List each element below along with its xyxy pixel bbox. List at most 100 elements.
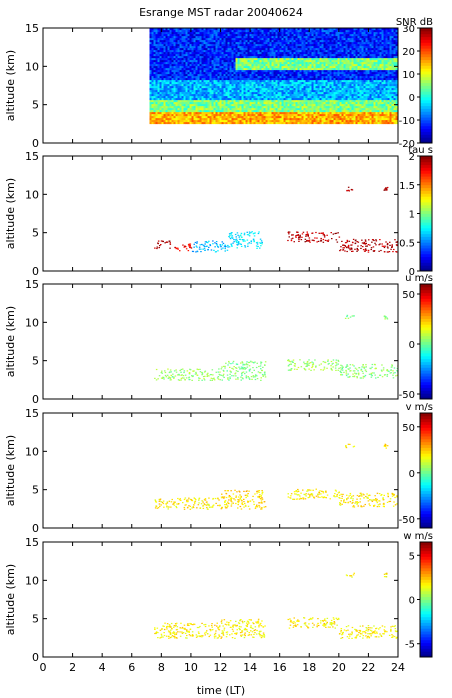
snr-cell xyxy=(227,99,230,103)
snr-cell xyxy=(217,67,220,71)
snr-cell xyxy=(221,71,224,75)
snr-cell xyxy=(287,71,290,75)
snr-cell xyxy=(261,53,264,57)
snr-cell xyxy=(367,61,370,65)
snr-cell xyxy=(207,61,210,65)
snr-cell xyxy=(355,83,358,87)
snr-cell xyxy=(245,91,248,95)
snr-cell xyxy=(259,71,262,75)
snr-cell xyxy=(249,101,252,105)
snr-cell xyxy=(305,59,308,63)
snr-cell xyxy=(217,83,220,87)
snr-cell xyxy=(369,73,372,77)
snr-cell xyxy=(185,71,188,75)
snr-cell xyxy=(383,63,386,67)
snr-cell xyxy=(191,107,194,111)
snr-cell xyxy=(253,77,256,81)
snr-cell xyxy=(267,117,270,121)
snr-cell xyxy=(193,83,196,87)
snr-cell xyxy=(181,49,184,53)
snr-cell xyxy=(183,73,186,77)
snr-cell xyxy=(351,89,354,93)
snr-cell xyxy=(307,119,310,123)
snr-cell xyxy=(287,113,290,117)
snr-cell xyxy=(281,115,284,119)
snr-cell xyxy=(271,97,274,101)
snr-cell xyxy=(301,81,304,85)
snr-cell xyxy=(181,43,184,47)
snr-cell xyxy=(351,85,354,89)
snr-cell xyxy=(169,85,172,89)
snr-cell xyxy=(213,91,216,95)
snr-cell xyxy=(331,43,334,47)
snr-cell xyxy=(339,51,342,55)
snr-cell xyxy=(269,117,272,121)
snr-cell xyxy=(283,57,286,61)
snr-cell xyxy=(311,117,314,121)
snr-cell xyxy=(219,109,222,113)
snr-cell xyxy=(177,65,180,69)
snr-cell xyxy=(225,91,228,95)
snr-cell xyxy=(255,103,258,107)
snr-cell xyxy=(239,71,242,75)
snr-cell xyxy=(367,63,370,67)
snr-cell xyxy=(163,63,166,67)
snr-cell xyxy=(271,87,274,91)
snr-cell xyxy=(349,91,352,95)
snr-cell xyxy=(185,43,188,47)
snr-cell xyxy=(257,65,260,69)
snr-cell xyxy=(325,65,328,69)
snr-cell xyxy=(307,55,310,59)
snr-cell xyxy=(343,115,346,119)
snr-cell xyxy=(187,81,190,85)
snr-cell xyxy=(347,65,350,69)
snr-cell xyxy=(211,45,214,49)
snr-cell xyxy=(307,75,310,79)
snr-cell xyxy=(231,61,234,65)
snr-cell xyxy=(241,45,244,49)
snr-cell xyxy=(391,61,394,65)
snr-cell xyxy=(257,47,260,51)
snr-cell xyxy=(257,105,260,109)
snr-cell xyxy=(195,53,198,57)
snr-cell xyxy=(347,117,350,121)
snr-cell xyxy=(301,117,304,121)
snr-cell xyxy=(297,107,300,111)
snr-cell xyxy=(279,63,282,67)
snr-cell xyxy=(151,85,154,89)
snr-cell xyxy=(175,87,178,91)
snr-cell xyxy=(173,45,176,49)
snr-cell xyxy=(273,107,276,111)
snr-cell xyxy=(187,103,190,107)
snr-cell xyxy=(385,65,388,69)
snr-cell xyxy=(393,73,396,77)
snr-cell xyxy=(367,121,370,125)
snr-cell xyxy=(373,81,376,85)
snr-cell xyxy=(363,105,366,109)
snr-cell xyxy=(275,87,278,91)
snr-cell xyxy=(149,85,152,89)
snr-cell xyxy=(241,107,244,111)
snr-cell xyxy=(369,105,372,109)
snr-cell xyxy=(367,119,370,123)
snr-cell xyxy=(223,89,226,93)
snr-cell xyxy=(279,107,282,111)
snr-cell xyxy=(345,53,348,57)
snr-cell xyxy=(281,81,284,85)
snr-cell xyxy=(191,71,194,75)
snr-cell xyxy=(287,109,290,113)
snr-cell xyxy=(275,77,278,81)
snr-cell xyxy=(245,51,248,55)
snr-cell xyxy=(347,73,350,77)
snr-cell xyxy=(357,107,360,111)
snr-cell xyxy=(229,93,232,97)
snr-cell xyxy=(345,101,348,105)
snr-cell xyxy=(389,63,392,67)
snr-cell xyxy=(211,121,214,125)
snr-cell xyxy=(343,77,346,81)
snr-cell xyxy=(155,79,158,83)
snr-cell xyxy=(359,49,362,53)
snr-cell xyxy=(283,49,286,53)
snr-cell xyxy=(331,87,334,91)
snr-cell xyxy=(255,113,258,117)
